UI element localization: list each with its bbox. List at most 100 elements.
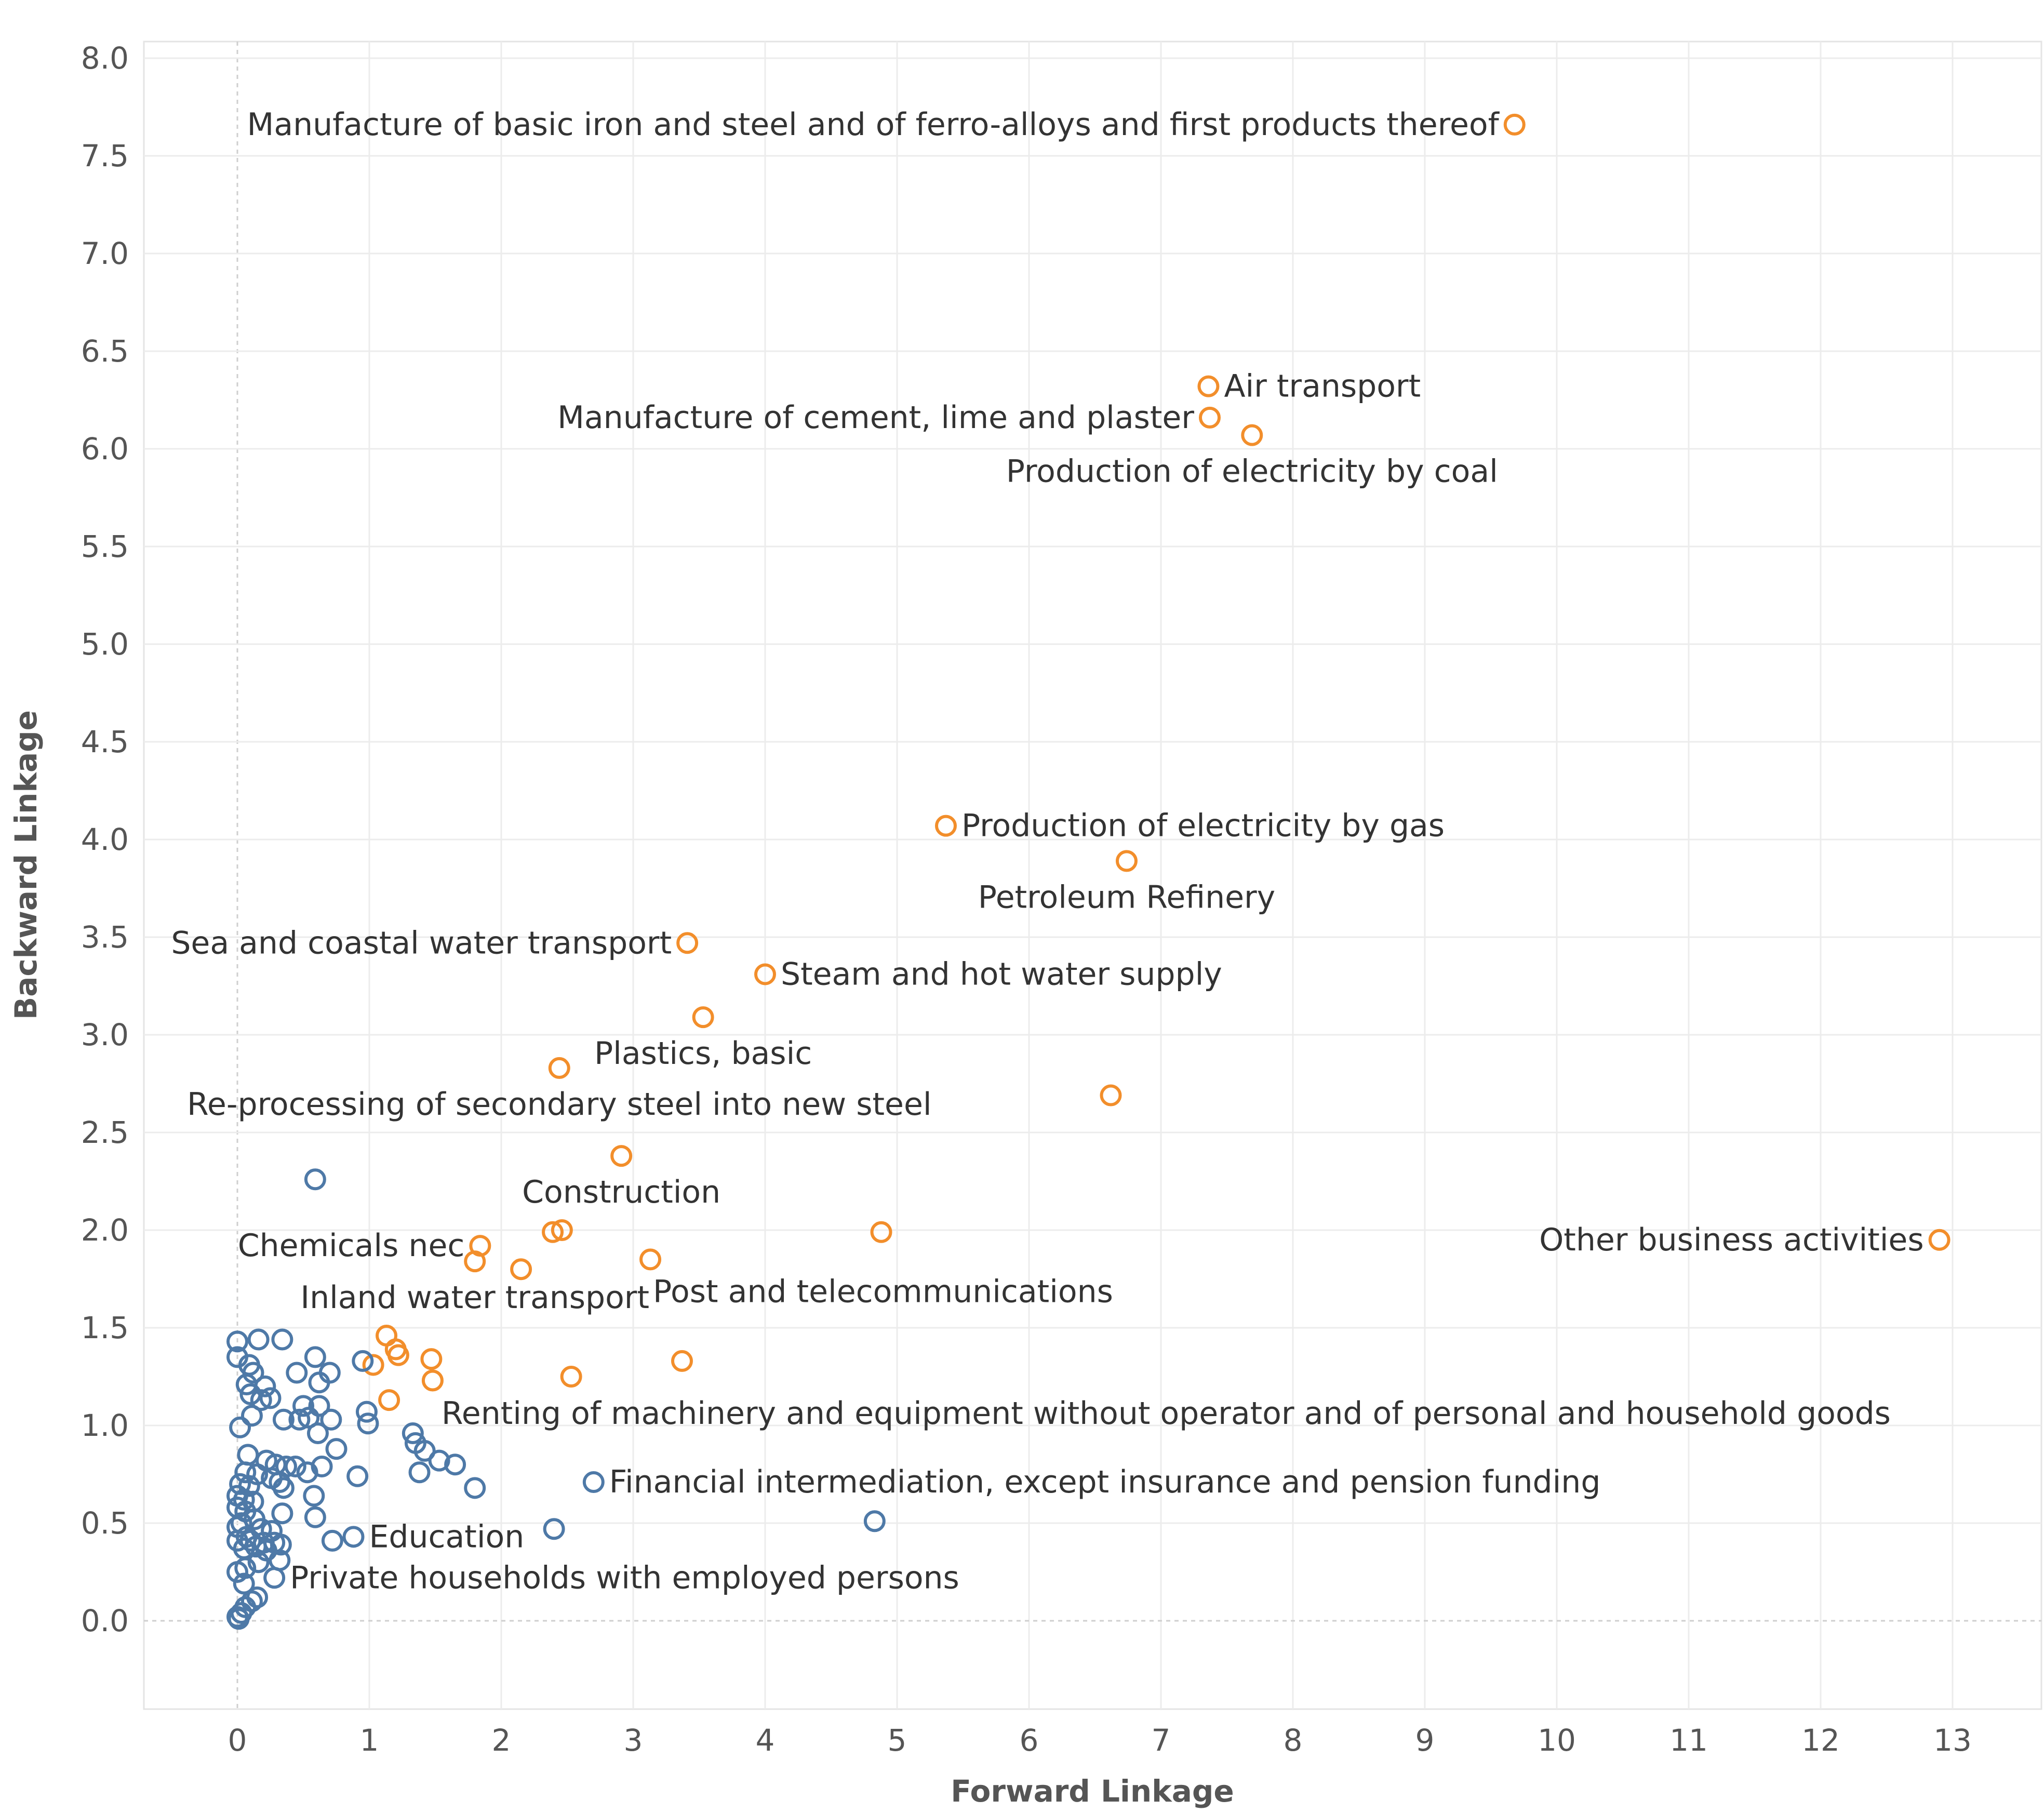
data-point-high [542,1221,564,1243]
y-tick-label: 3.5 [81,919,129,955]
x-tick-label: 3 [624,1723,643,1758]
data-point-high [548,1057,570,1079]
data-point-low [271,1328,293,1351]
data-point-low [250,1389,272,1411]
x-tick-label: 7 [1152,1723,1171,1758]
data-point-low [298,1406,320,1429]
data-point-low [242,1362,264,1384]
point-label: Re-processing of secondary steel into ne… [187,1086,932,1123]
y-tick-label: 8.0 [81,41,129,76]
data-point-high [420,1348,443,1370]
data-point-high [387,1344,409,1366]
data-point-high [692,1006,714,1029]
data-point-low [355,1401,378,1423]
point-label: Air transport [1224,368,1421,405]
y-tick-label: 0.5 [81,1505,129,1541]
data-point-low [245,1536,267,1558]
data-point-high [1241,424,1263,446]
data-point-low [357,1412,379,1435]
data-point-low [863,1510,886,1532]
data-point-high [464,1250,486,1273]
y-axis-title: Backward Linkage [8,710,44,1020]
x-tick-label: 10 [1538,1723,1576,1758]
point-label: Chemicals nec [238,1228,465,1264]
data-point-low [247,1328,270,1351]
y-tick-label: 7.5 [81,138,129,174]
data-point-low [303,1485,325,1507]
data-point-low [304,1346,326,1368]
data-point-high [1198,406,1221,429]
data-point-high [362,1354,384,1376]
axis-layer: 0 1 2 3 4 5 6 7 8 9 10 11 12 130.00.51.01.52.02.53.03… [81,41,1972,1758]
data-point-low [226,1330,248,1353]
data-point-high [1197,375,1220,397]
data-point-low [272,1408,295,1431]
point-label: Construction [522,1174,720,1210]
data-point-low [304,1168,326,1191]
data-point-high [870,1221,892,1243]
data-point-low [229,1473,251,1495]
data-point-low [464,1477,486,1499]
data-point-low [428,1449,450,1472]
y-tick-label: 6.5 [81,334,129,369]
data-point-low [229,1416,251,1438]
x-tick-label: 5 [888,1723,907,1758]
point-label: Renting of machinery and equipment witho… [442,1395,1891,1432]
x-tick-label: 1 [360,1723,379,1758]
data-point-low [271,1502,293,1525]
data-point-low [582,1471,605,1494]
y-tick-label: 3.0 [81,1017,129,1052]
data-point-low [352,1350,374,1372]
data-point-low [286,1362,308,1384]
y-tick-label: 5.5 [81,529,129,564]
data-point-low [444,1454,466,1476]
data-point-high [676,932,699,954]
data-point-high [1503,113,1526,136]
x-tick-label: 13 [1933,1723,1972,1758]
y-tick-label: 2.0 [81,1212,129,1248]
data-point-low [241,1405,263,1427]
data-point-high [1928,1229,1951,1251]
point-label: Plastics, basic [594,1035,812,1072]
point-label: Other business activities [1539,1222,1924,1258]
data-point-low [272,1477,295,1499]
data-point-low [263,1567,286,1589]
data-point-low [237,1444,259,1466]
point-label: Inland water transport [300,1279,649,1316]
y-tick-label: 1.5 [81,1310,129,1345]
data-point-low [304,1506,326,1528]
data-point-high [376,1325,398,1347]
point-label: Production of electricity by gas [961,808,1445,844]
plot-area-border [143,41,2042,1710]
data-point-low [306,1422,329,1445]
data-point-low [320,1408,342,1431]
point-label: Sea and coastal water transport [171,925,672,961]
data-point-high [934,815,957,837]
data-point-low [239,1383,262,1405]
data-point-high [560,1366,582,1388]
point-label: Steam and hot water supply [781,956,1222,992]
x-tick-label: 8 [1284,1723,1303,1758]
data-point-low [402,1422,424,1445]
x-tick-label: 2 [492,1723,511,1758]
x-tick-label: 4 [756,1723,775,1758]
y-tick-label: 7.0 [81,236,129,271]
grid-layer [143,41,2042,1710]
data-point-low [259,1387,282,1409]
data-point-high [378,1389,400,1411]
data-point-low [228,1608,250,1630]
data-point-high [671,1350,693,1372]
x-tick-label: 11 [1669,1723,1708,1758]
point-label: Production of electricity by coal [1006,454,1498,490]
point-label: Financial intermediation, except insuran… [609,1464,1601,1500]
data-point-low [543,1518,565,1540]
data-point-low [342,1526,365,1548]
y-tick-label: 0.0 [81,1603,129,1638]
data-point-low [413,1439,436,1462]
point-label: Education [369,1518,525,1555]
data-point-low [296,1461,318,1484]
data-point-low [234,1461,257,1484]
y-tick-label: 1.0 [81,1408,129,1443]
point-label: Petroleum Refinery [978,879,1276,915]
